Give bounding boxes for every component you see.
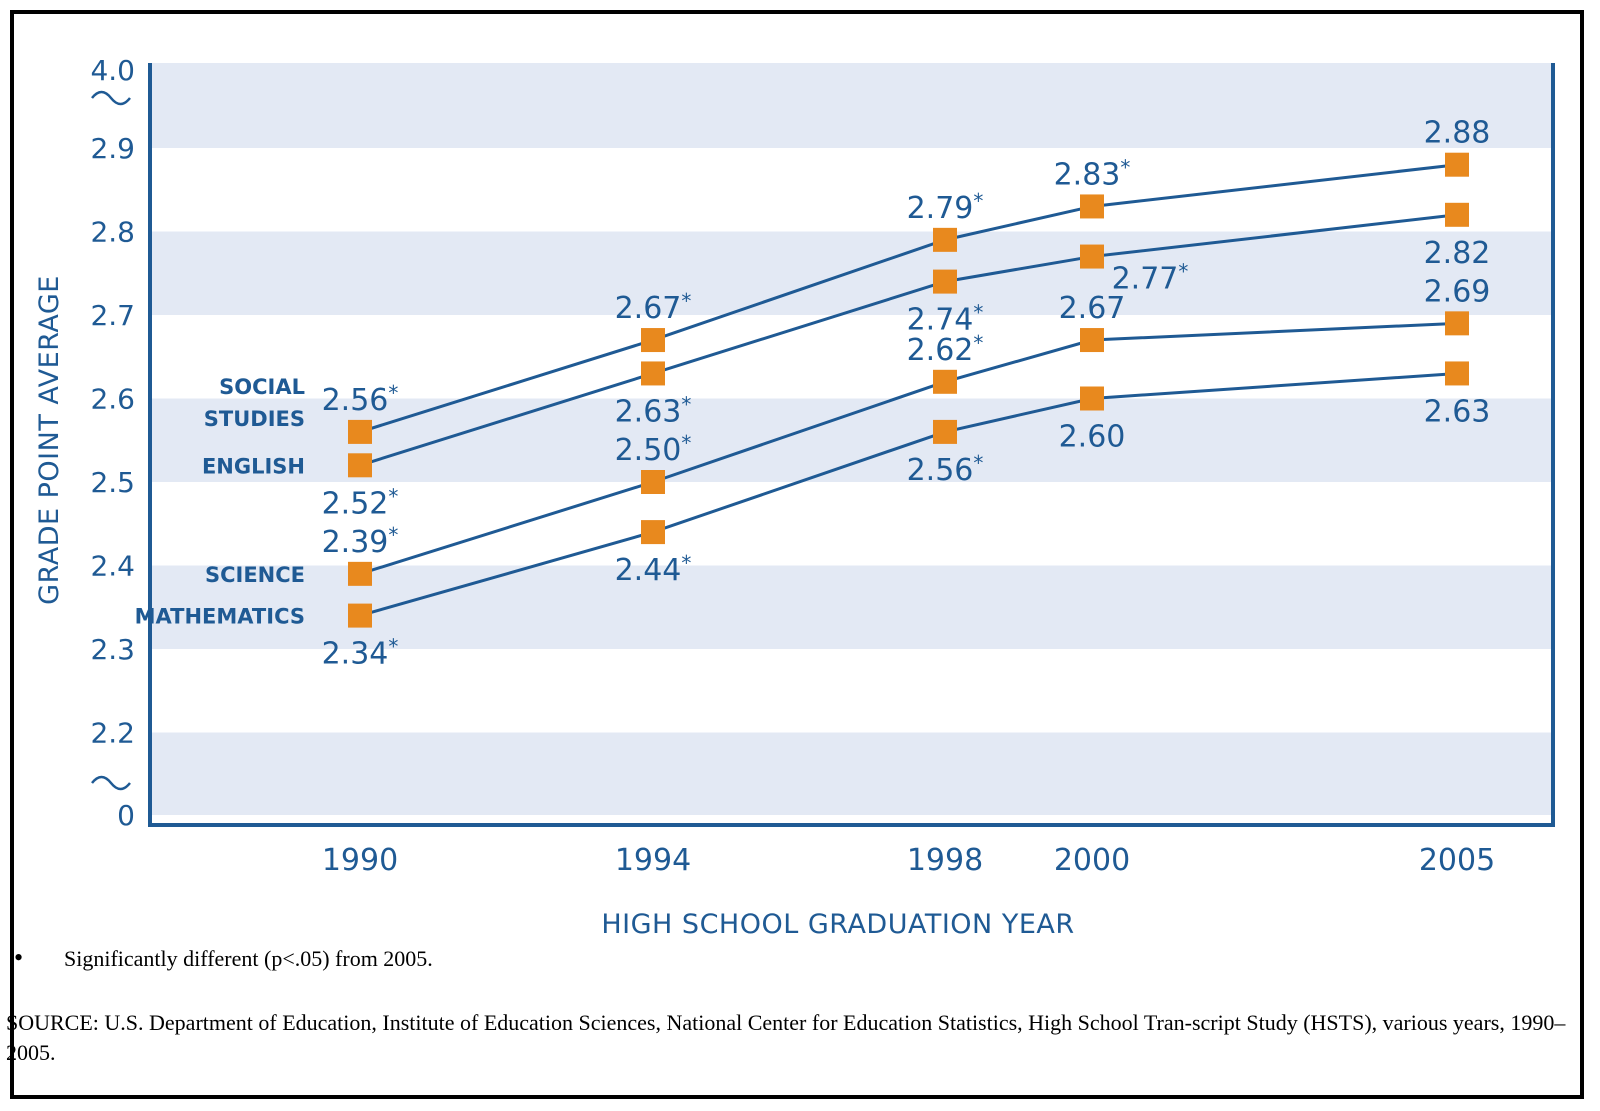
data-label: 2.56* [907, 451, 984, 488]
footnote-bullet: • [14, 943, 24, 972]
data-point [933, 419, 957, 444]
y-tick-label: 2.5 [90, 466, 135, 499]
data-point [641, 470, 665, 494]
x-axis-title: HIGH SCHOOL GRADUATION YEAR [601, 909, 1074, 940]
x-tick-label: 1998 [907, 843, 983, 878]
data-label: 2.67 [1059, 291, 1126, 326]
data-label: 2.82 [1424, 236, 1491, 271]
data-point [1080, 244, 1104, 269]
y-tick-label: 2.3 [90, 633, 135, 666]
data-label: 2.50* [615, 431, 692, 468]
grid-band [150, 732, 1553, 815]
data-point [641, 361, 665, 386]
data-point [1080, 386, 1104, 411]
x-tick-label: 1994 [615, 843, 691, 878]
axis-break-top-icon [91, 90, 131, 106]
data-label: 2.77* [1112, 260, 1189, 297]
data-point [1080, 328, 1104, 353]
y-tick-label: 2.7 [90, 299, 135, 332]
data-point [1080, 194, 1104, 219]
data-point [933, 227, 957, 252]
data-point [933, 269, 957, 294]
y-axis-title: GRADE POINT AVERAGE [34, 275, 65, 605]
data-label: 2.88 [1424, 116, 1491, 151]
data-label: 2.44* [615, 551, 692, 588]
data-point [1445, 202, 1469, 227]
data-label: 2.34* [322, 635, 399, 672]
data-label: 2.67* [615, 289, 692, 326]
x-tick-label: 2005 [1419, 843, 1495, 878]
data-label: 2.62* [907, 331, 984, 368]
x-tick-label: 1990 [322, 843, 398, 878]
footnote-text: Significantly different (p<.05) from 200… [64, 946, 433, 971]
figure-frame [10, 10, 1584, 1099]
legend-social-studies: SOCIAL [219, 375, 305, 399]
data-point [348, 419, 372, 444]
data-label: 2.56* [322, 381, 399, 418]
data-point [641, 328, 665, 353]
data-label: 2.83* [1054, 155, 1131, 192]
data-point [348, 603, 372, 628]
data-point [348, 561, 372, 586]
data-label: 2.79* [907, 189, 984, 226]
data-label: 2.63* [615, 392, 692, 429]
legend-mathematics: MATHEMATICS [135, 605, 305, 629]
x-tick-label: 2000 [1054, 843, 1130, 878]
data-label: 2.39* [322, 523, 399, 560]
data-label: 2.60 [1059, 420, 1126, 455]
y-tick-label: 4.0 [90, 54, 135, 87]
legend-science: SCIENCE [205, 563, 305, 587]
data-label: 2.52* [322, 484, 399, 521]
axis-break-bottom-icon [91, 775, 131, 791]
data-point [1445, 152, 1469, 177]
y-tick-label: 0 [117, 799, 135, 832]
data-point [1445, 311, 1469, 336]
y-tick-label: 2.9 [90, 132, 135, 165]
data-point [348, 453, 372, 478]
grid-band [150, 63, 1553, 148]
data-label: 2.69 [1424, 274, 1491, 309]
data-point [933, 369, 957, 394]
data-label: 2.63 [1424, 394, 1491, 429]
data-point [1445, 361, 1469, 386]
source-note: SOURCE: U.S. Department of Education, In… [6, 1010, 1566, 1065]
y-tick-label: 2.4 [90, 550, 135, 583]
y-tick-label: 2.6 [90, 383, 135, 416]
y-tick-label: 2.2 [90, 717, 135, 750]
data-label: 2.74* [907, 301, 984, 338]
y-tick-label: 2.8 [90, 216, 135, 249]
data-point [641, 520, 665, 545]
legend-english: ENGLISH [202, 454, 305, 478]
legend-social-studies: STUDIES [204, 407, 305, 431]
